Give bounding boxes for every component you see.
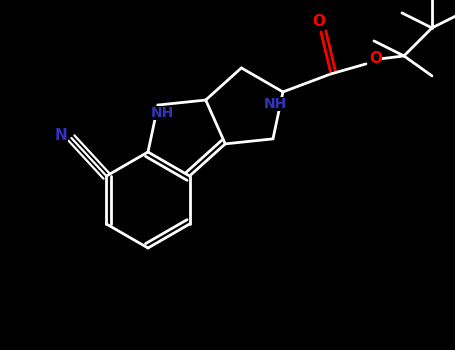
Text: NH: NH (150, 106, 174, 120)
Text: N: N (55, 127, 68, 142)
Text: O: O (369, 51, 383, 66)
Text: O: O (313, 14, 325, 29)
Text: NH: NH (263, 97, 287, 111)
